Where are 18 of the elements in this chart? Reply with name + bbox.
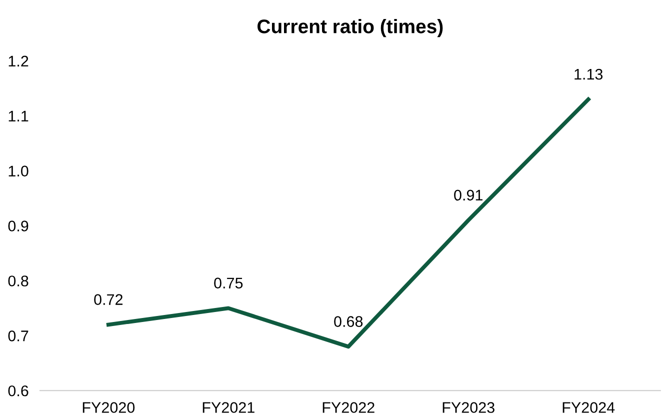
y-tick-label: 0.8: [8, 276, 28, 286]
y-tick-label: 1.1: [8, 110, 28, 122]
y-tick-label: 0.7: [8, 330, 28, 342]
x-tick-label: FY2024: [562, 402, 615, 413]
data-label: 0.91: [454, 190, 482, 201]
data-label: 0.72: [94, 294, 123, 305]
x-tick-label: FY2020: [82, 402, 135, 413]
data-label: 1.13: [574, 68, 603, 80]
y-tick-label: 1.2: [8, 56, 28, 66]
y-tick-label: 0.9: [8, 220, 28, 232]
x-tick-label: FY2021: [202, 402, 254, 413]
data-label: 0.75: [214, 278, 243, 288]
y-tick-label: 1.0: [8, 166, 28, 176]
data-label: 0.68: [334, 316, 363, 327]
chart-title: Current ratio (times): [258, 19, 443, 38]
x-tick-label: FY2023: [442, 402, 494, 413]
y-tick-label: 0.6: [8, 385, 28, 396]
x-tick-label: FY2022: [322, 402, 374, 413]
